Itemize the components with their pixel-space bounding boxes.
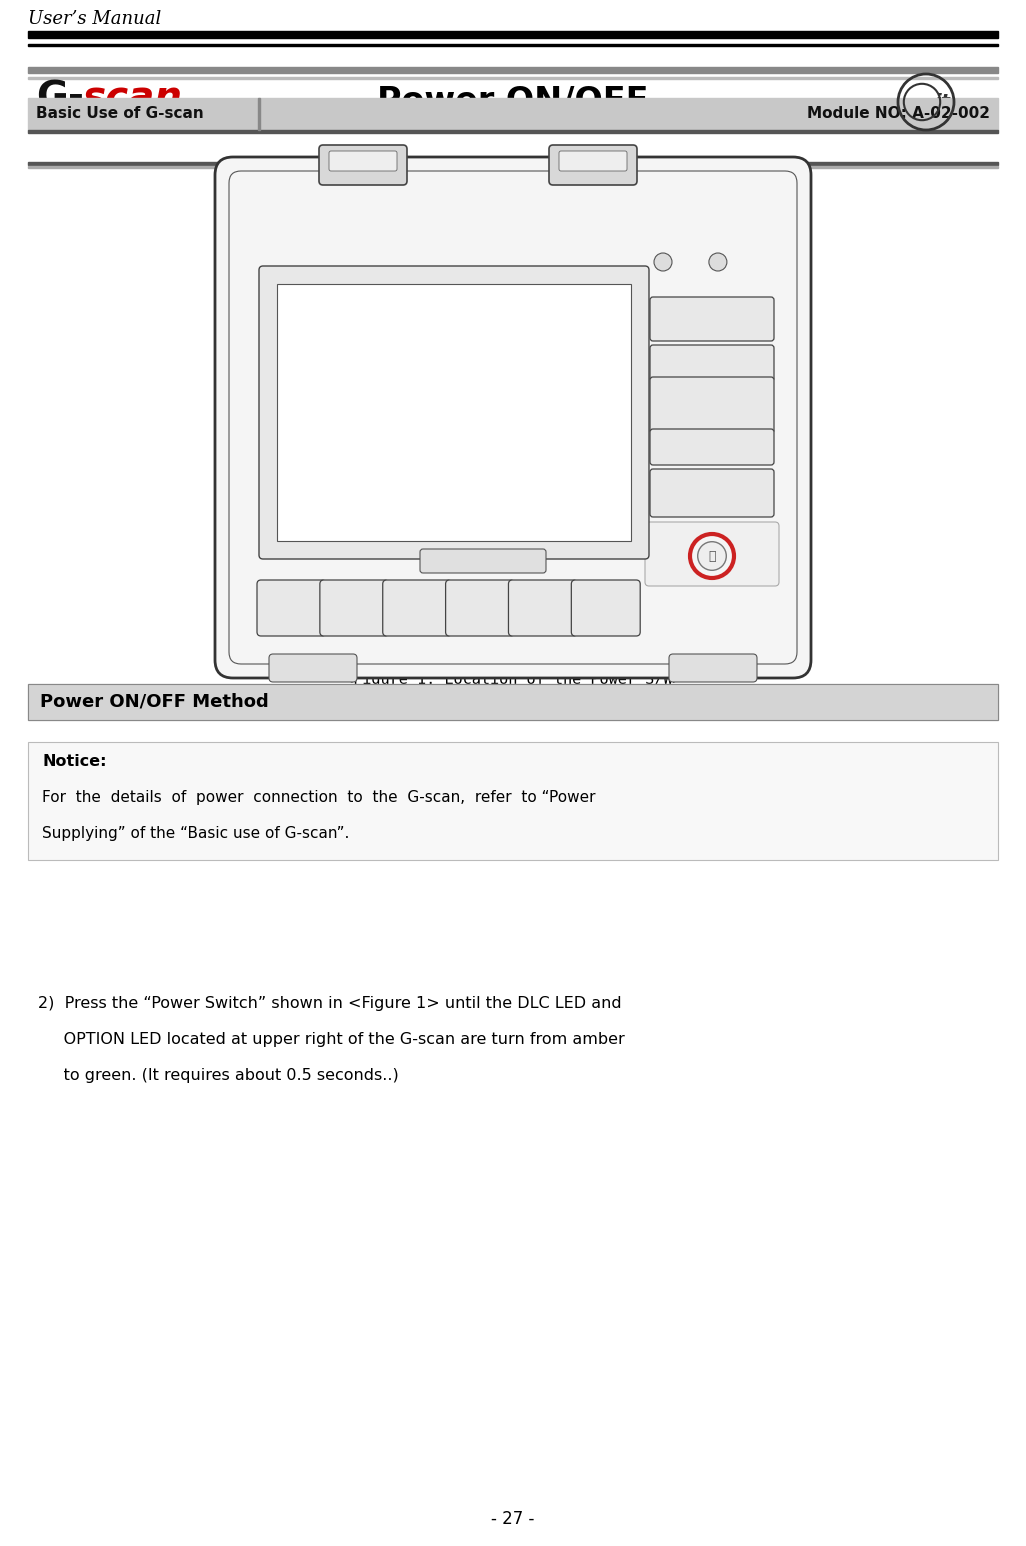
Text: F5: F5	[535, 601, 552, 614]
FancyBboxPatch shape	[549, 145, 637, 186]
FancyBboxPatch shape	[420, 549, 546, 574]
FancyBboxPatch shape	[319, 145, 407, 186]
FancyBboxPatch shape	[650, 468, 774, 516]
Text: F2: F2	[346, 601, 363, 614]
FancyBboxPatch shape	[650, 377, 774, 433]
Text: 1)  Check the power supplying condition of G-scan.: 1) Check the power supplying condition o…	[38, 816, 449, 832]
Text: Power ON/OFF: Power ON/OFF	[378, 85, 648, 119]
Bar	[28, 77, 998, 79]
FancyBboxPatch shape	[650, 297, 774, 342]
Text: ▲: ▲	[708, 359, 716, 368]
Text: ESC: ESC	[700, 314, 724, 325]
Bar	[28, 683, 998, 720]
Text: Basic Use of G-scan: Basic Use of G-scan	[36, 107, 204, 122]
Text: ENTER ↵: ENTER ↵	[686, 489, 738, 498]
Text: F6: F6	[597, 601, 615, 614]
FancyBboxPatch shape	[509, 580, 578, 635]
Text: 2)  Press the “Power Switch” shown in <Figure 1> until the DLC LED and: 2) Press the “Power Switch” shown in <Fi…	[38, 996, 622, 1011]
FancyBboxPatch shape	[256, 580, 326, 635]
Text: F1: F1	[283, 601, 300, 614]
Text: ⏻: ⏻	[708, 549, 716, 563]
FancyBboxPatch shape	[650, 345, 774, 380]
Text: G-: G-	[36, 80, 84, 117]
Bar	[28, 31, 998, 39]
FancyBboxPatch shape	[215, 158, 811, 679]
FancyBboxPatch shape	[445, 580, 514, 635]
Bar	[28, 66, 998, 73]
FancyBboxPatch shape	[645, 523, 779, 586]
Text: Power ON/OFF Method: Power ON/OFF Method	[40, 693, 269, 711]
Text: F3: F3	[408, 601, 426, 614]
FancyBboxPatch shape	[269, 654, 357, 682]
Text: scan: scan	[83, 80, 183, 117]
Text: Power ON: Power ON	[83, 775, 175, 793]
Bar	[28, 162, 998, 165]
Bar	[28, 742, 998, 860]
Bar	[28, 165, 998, 169]
Bar	[28, 683, 998, 720]
Text: ▼: ▼	[708, 442, 716, 451]
Bar	[28, 73, 998, 130]
Bar	[28, 97, 998, 130]
FancyBboxPatch shape	[571, 580, 640, 635]
Text: F4: F4	[471, 601, 488, 614]
Text: to green. (It requires about 0.5 seconds..): to green. (It requires about 0.5 seconds…	[38, 1068, 399, 1084]
Circle shape	[654, 254, 672, 271]
Text: Notice:: Notice:	[42, 754, 107, 768]
FancyBboxPatch shape	[669, 654, 757, 682]
Text: G-SCAN: G-SCAN	[271, 252, 319, 261]
FancyBboxPatch shape	[329, 152, 397, 172]
Text: DLC  OPTION: DLC OPTION	[657, 241, 706, 250]
Text: ◄  ▌  ►: ◄ ▌ ►	[695, 400, 729, 410]
Circle shape	[698, 541, 726, 570]
FancyBboxPatch shape	[650, 428, 774, 465]
Circle shape	[709, 254, 726, 271]
Text: POWER: POWER	[701, 526, 723, 530]
Text: For  the  details  of  power  connection  to  the  G-scan,  refer  to “Power: For the details of power connection to t…	[42, 790, 595, 805]
Bar	[277, 284, 631, 541]
Text: Module NO: A-02-002: Module NO: A-02-002	[807, 107, 990, 122]
Bar	[28, 130, 998, 133]
Text: OPTION LED located at upper right of the G-scan are turn from amber: OPTION LED located at upper right of the…	[38, 1033, 625, 1047]
Circle shape	[690, 533, 734, 578]
Text: <Figure 1: Location of the Power S/W>: <Figure 1: Location of the Power S/W>	[344, 673, 682, 686]
Text: User’s Manual: User’s Manual	[28, 9, 161, 28]
Text: it: it	[934, 93, 950, 111]
FancyBboxPatch shape	[259, 266, 649, 560]
FancyBboxPatch shape	[559, 152, 627, 172]
Bar	[28, 43, 998, 46]
FancyBboxPatch shape	[383, 580, 451, 635]
Text: Supplying” of the “Basic use of G-scan”.: Supplying” of the “Basic use of G-scan”.	[42, 826, 350, 841]
FancyBboxPatch shape	[320, 580, 389, 635]
Bar	[258, 97, 260, 130]
Text: - 27 -: - 27 -	[491, 1510, 535, 1527]
